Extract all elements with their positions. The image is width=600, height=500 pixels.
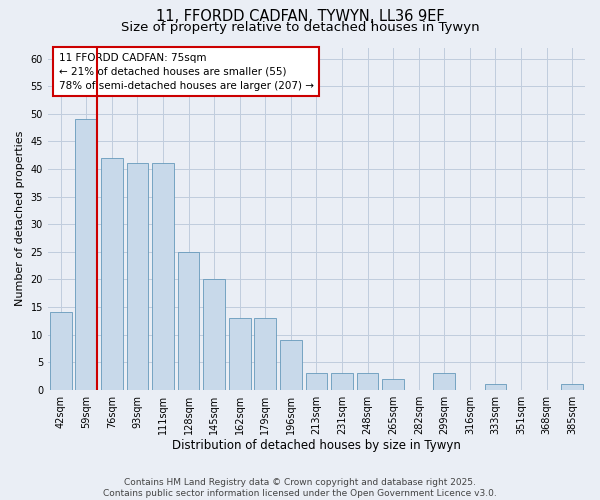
Bar (562, 384, 583, 390)
Bar (331, 373, 353, 390)
Text: Size of property relative to detached houses in Tywyn: Size of property relative to detached ho… (121, 22, 479, 35)
Bar (357, 373, 379, 390)
Bar (50, 312, 71, 390)
X-axis label: Distribution of detached houses by size in Tywyn: Distribution of detached houses by size … (172, 440, 461, 452)
Bar (485, 384, 506, 390)
Text: Contains HM Land Registry data © Crown copyright and database right 2025.
Contai: Contains HM Land Registry data © Crown c… (103, 478, 497, 498)
Bar (254, 318, 276, 390)
Bar (127, 164, 148, 390)
Text: 11, FFORDD CADFAN, TYWYN, LL36 9EF: 11, FFORDD CADFAN, TYWYN, LL36 9EF (155, 9, 445, 24)
Bar (280, 340, 302, 390)
Bar (101, 158, 123, 390)
Bar (229, 318, 251, 390)
Bar (76, 120, 97, 390)
Bar (433, 373, 455, 390)
Bar (382, 378, 404, 390)
Bar (178, 252, 199, 390)
Text: 11 FFORDD CADFAN: 75sqm
← 21% of detached houses are smaller (55)
78% of semi-de: 11 FFORDD CADFAN: 75sqm ← 21% of detache… (59, 52, 314, 90)
Y-axis label: Number of detached properties: Number of detached properties (15, 131, 25, 306)
Bar (203, 280, 225, 390)
Bar (305, 373, 328, 390)
Bar (152, 164, 174, 390)
